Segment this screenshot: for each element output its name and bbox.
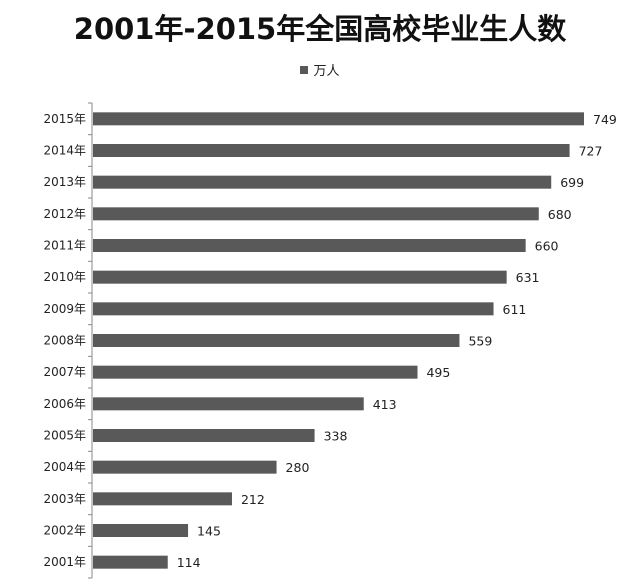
legend-label: 万人	[313, 64, 340, 79]
bar	[93, 270, 507, 284]
bar	[93, 207, 539, 221]
category-label: 2015年	[43, 112, 86, 126]
data-label: 631	[516, 270, 540, 285]
category-label: 2006年	[43, 397, 86, 411]
data-label: 699	[560, 175, 584, 190]
category-label: 2012年	[43, 207, 86, 221]
category-label: 2011年	[43, 239, 86, 253]
category-label: 2003年	[43, 492, 86, 506]
legend: 万人	[0, 60, 640, 79]
category-label: 2010年	[43, 270, 86, 284]
data-label: 413	[373, 397, 397, 412]
category-label: 2008年	[43, 334, 86, 348]
category-label: 2013年	[43, 175, 86, 189]
bar	[93, 239, 526, 252]
data-label: 680	[548, 207, 572, 222]
data-label: 145	[197, 524, 221, 539]
chart-title: 2001年-2015年全国高校毕业生人数	[73, 12, 567, 46]
bar	[93, 492, 232, 506]
data-label: 338	[324, 429, 348, 444]
bar	[93, 429, 315, 442]
data-label: 660	[535, 239, 559, 254]
legend-swatch	[300, 65, 309, 74]
data-label: 727	[579, 144, 603, 159]
category-label: 2005年	[43, 429, 86, 443]
category-label: 2007年	[43, 365, 86, 379]
bar	[93, 144, 570, 157]
data-label: 559	[468, 334, 492, 349]
bar	[93, 397, 364, 411]
data-label: 749	[593, 112, 617, 127]
category-label: 2002年	[43, 524, 86, 538]
bar	[93, 365, 418, 379]
data-label: 495	[426, 365, 450, 380]
bar	[93, 302, 494, 316]
bar	[93, 112, 584, 126]
bar	[93, 334, 460, 347]
category-label: 2004年	[43, 460, 86, 474]
bar	[93, 460, 277, 474]
data-label: 212	[241, 492, 265, 507]
category-label: 2009年	[43, 302, 86, 316]
bar	[93, 175, 552, 189]
category-label: 2014年	[43, 144, 86, 158]
category-label: 2001年	[43, 555, 86, 569]
bar	[93, 555, 168, 569]
data-label: 114	[177, 555, 201, 570]
data-label: 611	[503, 302, 527, 317]
data-label: 280	[286, 460, 310, 475]
bar	[93, 524, 189, 537]
